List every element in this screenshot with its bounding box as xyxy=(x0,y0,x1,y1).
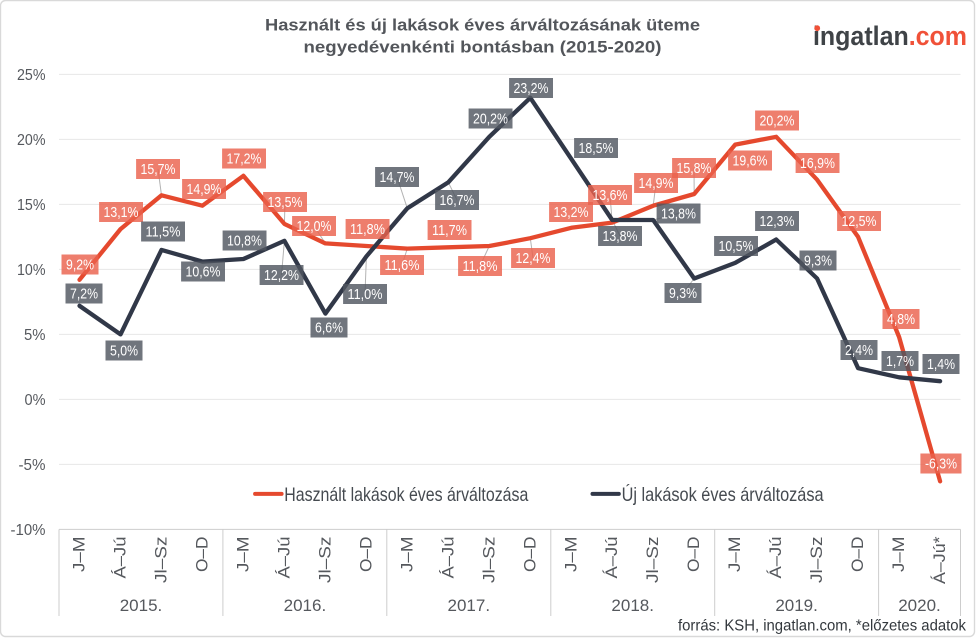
svg-text:-10%: -10% xyxy=(11,522,46,539)
svg-text:11,6%: 11,6% xyxy=(385,257,420,274)
svg-text:Á–Jú: Á–Jú xyxy=(274,537,293,579)
svg-text:J–M: J–M xyxy=(726,537,744,573)
svg-text:ingatlan.com: ingatlan.com xyxy=(813,21,967,51)
svg-text:5,0%: 5,0% xyxy=(110,343,138,360)
svg-text:14,9%: 14,9% xyxy=(187,181,222,198)
svg-text:12,3%: 12,3% xyxy=(760,213,795,230)
svg-text:J–M: J–M xyxy=(890,537,908,573)
svg-text:15,7%: 15,7% xyxy=(141,161,176,178)
svg-text:17,2%: 17,2% xyxy=(227,151,262,168)
svg-text:Jl–Sz: Jl–Sz xyxy=(153,537,171,584)
svg-text:13,6%: 13,6% xyxy=(593,187,628,204)
svg-text:12,5%: 12,5% xyxy=(842,213,877,230)
svg-text:12,2%: 12,2% xyxy=(264,267,299,284)
svg-text:Jl–Sz: Jl–Sz xyxy=(808,537,826,584)
svg-text:5%: 5% xyxy=(24,327,46,344)
svg-text:J–M: J–M xyxy=(562,537,580,573)
svg-text:7,2%: 7,2% xyxy=(70,286,98,303)
svg-text:12,4%: 12,4% xyxy=(516,250,551,267)
svg-text:J–M: J–M xyxy=(234,537,252,573)
svg-text:1,7%: 1,7% xyxy=(886,353,914,370)
svg-text:Á–Jú: Á–Jú xyxy=(438,537,457,579)
svg-text:10,8%: 10,8% xyxy=(227,233,262,250)
svg-text:6,6%: 6,6% xyxy=(315,320,343,337)
svg-text:10%: 10% xyxy=(17,262,46,279)
svg-text:4,8%: 4,8% xyxy=(887,311,915,328)
svg-text:16,7%: 16,7% xyxy=(440,192,475,209)
svg-text:J–M: J–M xyxy=(398,537,416,573)
svg-text:O–D: O–D xyxy=(849,536,867,572)
svg-text:0%: 0% xyxy=(25,392,46,409)
svg-text:2017.: 2017. xyxy=(448,596,491,615)
svg-text:forrás: KSH, ingatlan.com, *el: forrás: KSH, ingatlan.com, *előzetes ada… xyxy=(678,618,966,635)
svg-text:13,8%: 13,8% xyxy=(603,228,638,245)
svg-text:Jl–Sz: Jl–Sz xyxy=(644,537,662,584)
svg-text:O–D: O–D xyxy=(193,536,211,572)
svg-text:18,5%: 18,5% xyxy=(579,140,614,157)
svg-text:10,5%: 10,5% xyxy=(719,238,754,255)
svg-text:14,7%: 14,7% xyxy=(380,169,415,186)
svg-text:11,0%: 11,0% xyxy=(348,286,383,303)
svg-text:Jl–Sz: Jl–Sz xyxy=(316,537,334,584)
svg-text:13,2%: 13,2% xyxy=(554,204,589,221)
svg-text:2018.: 2018. xyxy=(611,596,654,615)
svg-text:16,9%: 16,9% xyxy=(800,155,835,172)
svg-text:Új lakások éves árváltozása: Új lakások éves árváltozása xyxy=(622,483,824,506)
svg-text:11,5%: 11,5% xyxy=(146,224,181,241)
svg-text:20,2%: 20,2% xyxy=(760,113,795,130)
svg-text:Á–Jú*: Á–Jú* xyxy=(930,536,949,584)
svg-text:19,6%: 19,6% xyxy=(733,153,768,170)
svg-text:11,8%: 11,8% xyxy=(463,258,498,275)
svg-text:14,9%: 14,9% xyxy=(639,175,674,192)
svg-text:9,3%: 9,3% xyxy=(804,253,832,270)
svg-text:J–M: J–M xyxy=(71,537,89,573)
svg-text:O–D: O–D xyxy=(357,536,375,572)
svg-text:2020.: 2020. xyxy=(898,596,941,615)
svg-text:12,0%: 12,0% xyxy=(297,218,332,235)
svg-text:13,5%: 13,5% xyxy=(268,194,303,211)
svg-text:9,2%: 9,2% xyxy=(66,257,94,274)
svg-text:11,7%: 11,7% xyxy=(432,222,467,239)
svg-text:-6,3%: -6,3% xyxy=(925,456,957,473)
svg-text:Á–Jú: Á–Jú xyxy=(602,537,621,579)
svg-text:13,1%: 13,1% xyxy=(104,204,139,221)
svg-text:15,8%: 15,8% xyxy=(677,160,712,177)
svg-text:11,8%: 11,8% xyxy=(350,221,385,238)
svg-text:2015.: 2015. xyxy=(120,596,163,615)
svg-text:23,2%: 23,2% xyxy=(514,80,549,97)
svg-text:25%: 25% xyxy=(17,67,46,84)
svg-text:20,2%: 20,2% xyxy=(473,111,508,128)
svg-text:Á–Jú: Á–Jú xyxy=(111,537,130,579)
svg-text:Á–Jú: Á–Jú xyxy=(766,537,785,579)
svg-text:O–D: O–D xyxy=(521,536,539,572)
svg-text:9,3%: 9,3% xyxy=(669,285,697,302)
svg-text:negyedévenkénti bontásban (201: negyedévenkénti bontásban (2015-2020) xyxy=(304,37,662,56)
svg-text:-5%: -5% xyxy=(19,457,46,474)
svg-text:2,4%: 2,4% xyxy=(845,342,873,359)
svg-text:1,4%: 1,4% xyxy=(927,356,955,373)
svg-text:13,8%: 13,8% xyxy=(661,206,696,223)
svg-text:Jl–Sz: Jl–Sz xyxy=(480,537,498,584)
svg-text:20%: 20% xyxy=(17,132,46,149)
svg-text:Használt és új lakások éves ár: Használt és új lakások éves árváltozásán… xyxy=(265,16,700,35)
svg-text:Használt lakások éves árváltoz: Használt lakások éves árváltozása xyxy=(284,484,528,506)
svg-text:15%: 15% xyxy=(17,197,46,214)
svg-text:2019.: 2019. xyxy=(775,596,818,615)
svg-text:O–D: O–D xyxy=(685,536,703,572)
svg-text:10,6%: 10,6% xyxy=(186,264,221,281)
svg-text:2016.: 2016. xyxy=(284,596,327,615)
